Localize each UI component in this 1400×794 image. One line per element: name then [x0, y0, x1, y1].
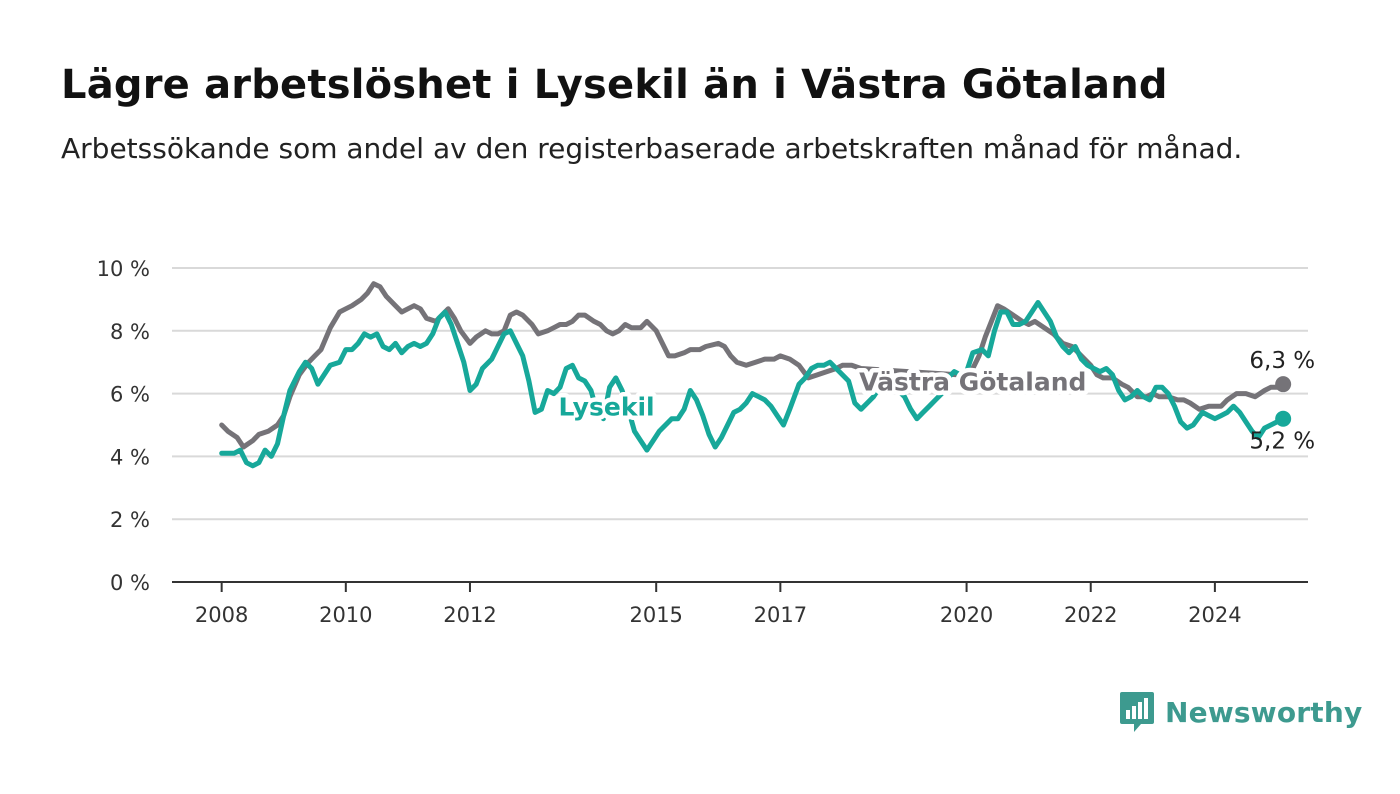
series-labels: Lysekil Västra Götaland	[554, 363, 1091, 426]
x-tick-label-2022: 2022	[1064, 603, 1117, 627]
chart-subtitle: Arbetssökande som andel av den registerb…	[61, 132, 1243, 165]
end-points: 6,3 % 5,2 %	[1249, 348, 1315, 455]
series-line-v-stra-g-taland	[219, 281, 1286, 450]
end-point-lysekil	[1275, 410, 1292, 427]
x-tick-label-2020: 2020	[940, 603, 993, 627]
y-tick-label-6: 6 %	[110, 383, 150, 407]
end-value-label-v-stra-g-taland: 6,3 %	[1249, 348, 1315, 374]
newsworthy-logo-icon	[1120, 692, 1154, 732]
y-tick-label-10: 10 %	[97, 257, 150, 281]
series-line-lysekil	[219, 300, 1286, 469]
y-tick-label-8: 8 %	[110, 320, 150, 344]
x-tick-label-2015: 2015	[629, 603, 682, 627]
x-tick-label-2010: 2010	[319, 603, 372, 627]
x-tick-label-2012: 2012	[443, 603, 496, 627]
x-axis-ticks: 2008 2010 2012 2015 2017 2020 2022 2024	[195, 582, 1242, 627]
series-lines	[219, 281, 1286, 469]
y-axis-ticks: 0 % 2 % 4 % 6 % 8 % 10 %	[97, 257, 150, 595]
y-tick-label-0: 0 %	[110, 571, 150, 595]
x-tick-label-2017: 2017	[754, 603, 807, 627]
x-tick-label-2024: 2024	[1188, 603, 1241, 627]
y-tick-label-4: 4 %	[110, 445, 150, 469]
newsworthy-wordmark: Newsworthy	[1165, 695, 1363, 729]
grid-lines	[172, 267, 1308, 583]
series-label-lysekil: Lysekil	[558, 393, 654, 422]
x-tick-label-2008: 2008	[195, 603, 248, 627]
y-tick-label-2: 2 %	[110, 508, 150, 532]
end-point-v-stra-g-taland	[1275, 376, 1292, 393]
end-value-label-lysekil: 5,2 %	[1249, 429, 1315, 455]
chart-title: Lägre arbetslöshet i Lysekil än i Västra…	[61, 62, 1168, 108]
newsworthy-logo: Newsworthy	[1119, 690, 1362, 734]
series-label-v-stra-g-taland: Västra Götaland	[859, 367, 1086, 396]
